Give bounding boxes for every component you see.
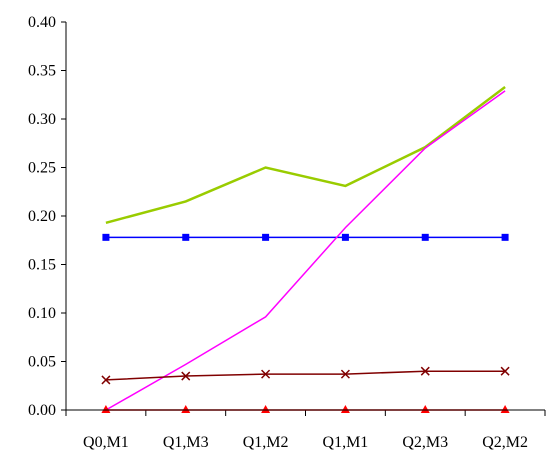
x-tick-label: Q2,M2: [482, 434, 528, 451]
data-point-triangle: [101, 405, 111, 413]
y-tick-label: 0.30: [28, 111, 56, 128]
data-point-x: [420, 366, 430, 376]
y-tick-label: 0.15: [28, 257, 56, 274]
data-point-x: [181, 371, 191, 381]
series-4-line: [105, 370, 506, 381]
data-point-square: [341, 233, 349, 241]
data-point-square: [182, 233, 190, 241]
data-point-triangle: [420, 405, 430, 413]
x-axis-labels: Q0,M1 Q1,M3 Q1,M2 Q1,M1 Q2,M3 Q2,M2: [83, 434, 528, 451]
data-point-square: [501, 233, 509, 241]
series-1-line: [105, 85, 506, 224]
data-point-triangle: [500, 405, 510, 413]
data-point-x: [261, 369, 271, 379]
series-3: [105, 90, 506, 411]
series-2: [102, 233, 509, 241]
x-tick-label: Q0,M1: [83, 434, 129, 451]
x-tick-label: Q1,M3: [163, 434, 209, 451]
y-tick-label: 0.40: [28, 14, 56, 31]
x-tick-label: Q2,M3: [402, 434, 448, 451]
data-point-triangle: [181, 405, 191, 413]
data-point-square: [102, 233, 110, 241]
y-axis-ticks: [61, 21, 66, 411]
x-tick-label: Q1,M1: [323, 434, 369, 451]
data-point-square: [421, 233, 429, 241]
y-tick-label: 0.35: [28, 63, 56, 80]
series-1: [105, 85, 506, 224]
y-axis-labels: 0.00 0.05 0.10 0.15 0.20 0.25 0.30 0.35 0.40: [28, 14, 56, 419]
data-point-triangle: [261, 405, 271, 413]
series-layer: [101, 85, 510, 413]
y-tick-label: 0.00: [28, 402, 56, 419]
data-point-x: [340, 369, 350, 379]
data-point-square: [262, 233, 270, 241]
y-tick-label: 0.25: [28, 160, 56, 177]
y-tick-label: 0.10: [28, 305, 56, 322]
data-point-x: [500, 366, 510, 376]
x-tick-label: Q1,M2: [243, 434, 289, 451]
series-4: [101, 366, 510, 385]
data-point-x: [101, 375, 111, 385]
y-tick-label: 0.05: [28, 354, 56, 371]
y-tick-label: 0.20: [28, 208, 56, 225]
data-point-triangle: [340, 405, 350, 413]
x-axis-ticks: [65, 410, 546, 416]
series-3-line: [105, 90, 506, 411]
